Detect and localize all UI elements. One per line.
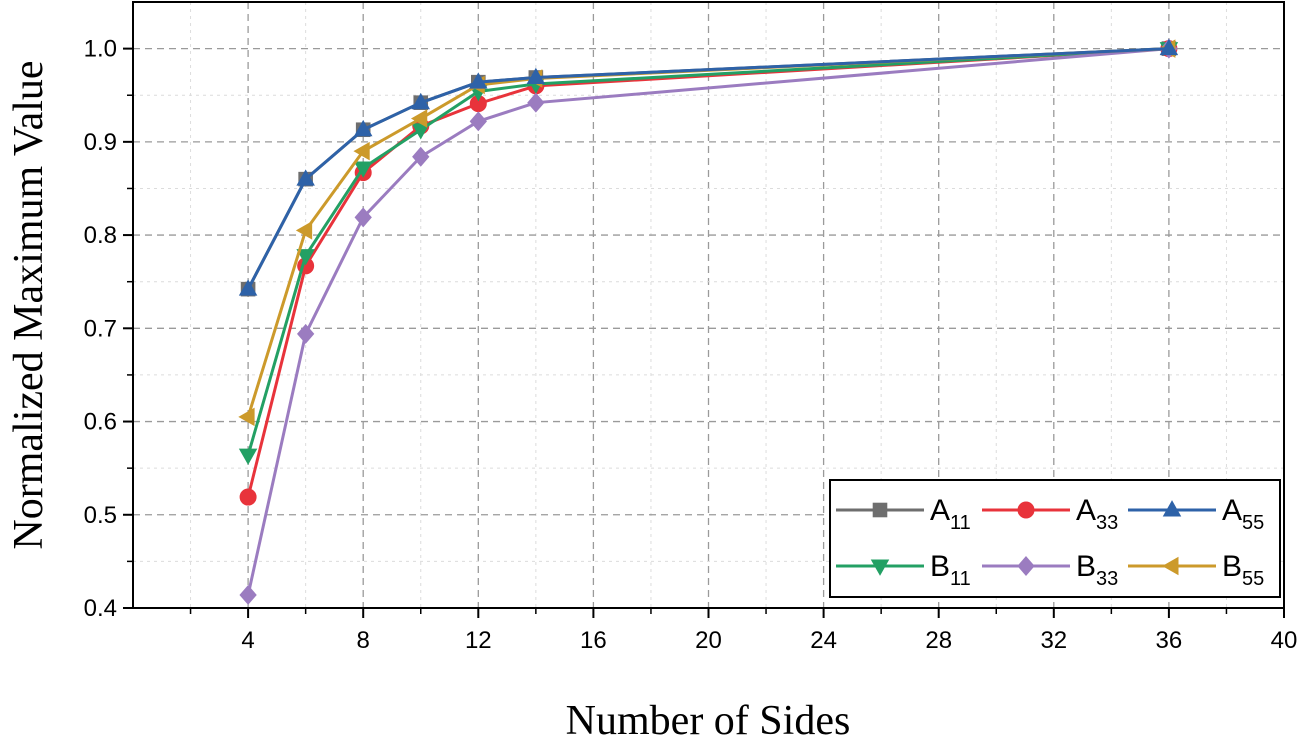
data-point: [238, 279, 258, 296]
data-point: [238, 448, 258, 465]
x-tick-label: 12: [465, 627, 492, 654]
y-tick-label: 0.7: [84, 315, 117, 342]
y-tick-label: 0.9: [84, 129, 117, 156]
x-tick-label: 36: [1156, 627, 1183, 654]
series-B33: [239, 38, 1178, 605]
x-tick-label: 4: [241, 627, 254, 654]
data-point: [354, 207, 372, 228]
y-tick-label: 1.0: [84, 36, 117, 63]
series-B55: [238, 39, 1176, 427]
legend-label-subscript: 11: [950, 568, 971, 590]
legend-item: A55: [1128, 494, 1264, 534]
x-tick-label: 28: [925, 627, 952, 654]
legend-swatch-marker: [1017, 556, 1035, 576]
data-point: [296, 323, 315, 344]
y-tick-label: 0.4: [84, 595, 117, 622]
data-point: [527, 92, 545, 113]
legend-box: [829, 479, 1281, 598]
legend-label-base: B: [1076, 550, 1096, 583]
legend-label-base: A: [1222, 494, 1242, 527]
legend-swatch-marker: [870, 559, 890, 576]
legend-swatch-marker: [1017, 501, 1035, 519]
legend-item: B33: [982, 550, 1118, 590]
y-tick-label: 0.8: [84, 222, 117, 249]
legend-label-subscript: 55: [1242, 512, 1264, 534]
data-point: [239, 584, 257, 605]
legend-item: A33: [982, 494, 1118, 534]
series-line: [246, 47, 1169, 290]
x-tick-label: 16: [580, 627, 607, 654]
y-tick-label: 0.5: [84, 502, 117, 529]
y-tick-label: 0.6: [84, 409, 117, 436]
series-A55: [238, 38, 1179, 296]
data-point: [296, 169, 315, 186]
legend-label: A33: [1076, 494, 1118, 534]
legend-label-subscript: 11: [950, 512, 971, 534]
legend-swatch-marker: [1162, 500, 1182, 517]
legend-swatch-marker: [1162, 556, 1179, 576]
legend-label-base: A: [1076, 494, 1096, 527]
data-point: [411, 92, 431, 110]
data-point: [353, 161, 373, 178]
data-point: [1159, 38, 1179, 56]
legend-label-subscript: 33: [1096, 568, 1118, 590]
legend-label: A55: [1222, 494, 1264, 534]
data-point: [239, 488, 257, 506]
legend-label: A11: [930, 494, 971, 534]
x-tick-label: 20: [695, 627, 722, 654]
legend-item: A11: [836, 494, 971, 534]
x-axis-title: Number of Sides: [566, 698, 851, 744]
legend-label: B55: [1222, 550, 1264, 590]
data-point: [469, 72, 488, 89]
y-axis-title: Normalized Maximum Value: [6, 60, 52, 549]
legend-label-base: B: [930, 550, 950, 583]
legend-label-base: B: [1222, 550, 1242, 583]
legend-item: B55: [1128, 550, 1264, 590]
axis-ticks: 4 8 12 16 20 24 28 32 36 40 0.4 0.5 0.6 0.7 0.8 0.9 1.0: [84, 36, 1298, 654]
data-point: [238, 407, 255, 427]
data-point: [410, 109, 428, 128]
data-point: [469, 111, 487, 132]
x-tick-label: 32: [1040, 627, 1067, 654]
series-layer: [238, 38, 1179, 605]
data-point: [412, 146, 430, 167]
x-tick-label: 8: [357, 627, 370, 654]
legend-item: B11: [836, 550, 971, 590]
legend-label-subscript: 33: [1096, 512, 1118, 534]
data-point: [353, 141, 370, 161]
series-line: [246, 47, 1169, 290]
legend-label-subscript: 55: [1242, 568, 1264, 590]
data-point: [296, 249, 315, 266]
series-line: [246, 47, 1169, 456]
legend-label: B33: [1076, 550, 1118, 590]
data-point: [353, 119, 373, 137]
legend-label: B11: [930, 550, 971, 590]
data-point: [526, 67, 546, 85]
x-tick-label: 40: [1271, 627, 1298, 654]
data-point: [295, 221, 313, 240]
legend-swatch-marker: [872, 502, 888, 518]
x-tick-label: 24: [810, 627, 837, 654]
legend-label-base: A: [930, 494, 950, 527]
